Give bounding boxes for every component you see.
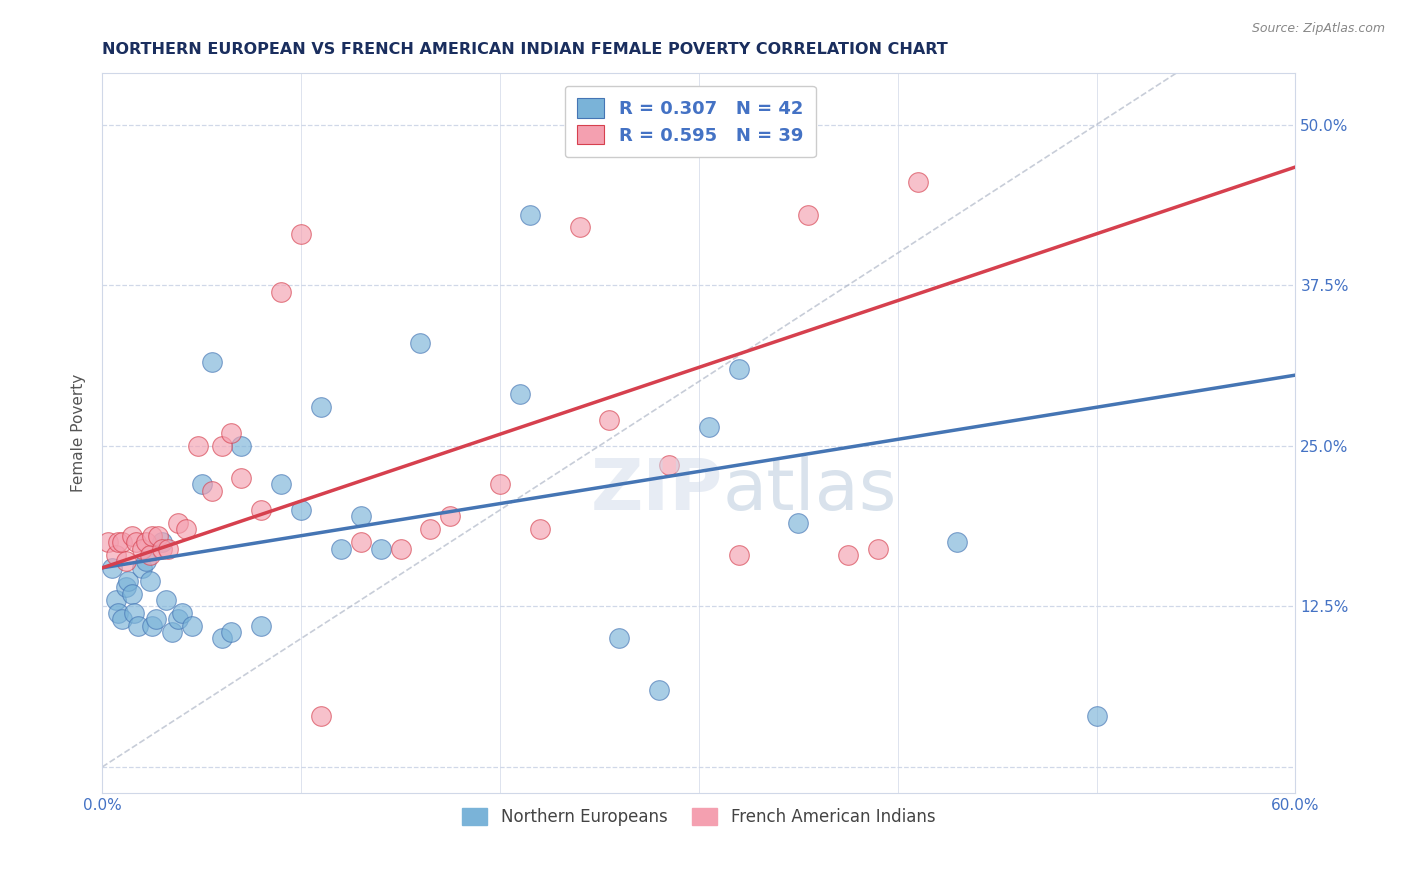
Point xyxy=(115,554,138,568)
Text: atlas: atlas xyxy=(723,456,897,525)
Point xyxy=(787,516,810,530)
Point xyxy=(409,336,432,351)
Point xyxy=(166,612,188,626)
Point xyxy=(309,401,332,415)
Point xyxy=(329,541,352,556)
Point xyxy=(946,535,969,549)
Point xyxy=(211,632,233,646)
Point xyxy=(115,580,138,594)
Point xyxy=(117,574,139,588)
Point xyxy=(150,541,173,556)
Point xyxy=(155,593,177,607)
Point xyxy=(187,439,209,453)
Point xyxy=(156,541,179,556)
Point xyxy=(697,419,720,434)
Point xyxy=(111,612,134,626)
Point xyxy=(174,522,197,536)
Point xyxy=(166,516,188,530)
Point xyxy=(509,387,531,401)
Point xyxy=(1085,708,1108,723)
Point xyxy=(250,618,273,632)
Point xyxy=(598,413,620,427)
Point xyxy=(141,618,163,632)
Point xyxy=(231,439,253,453)
Point xyxy=(419,522,441,536)
Point xyxy=(121,529,143,543)
Point xyxy=(127,618,149,632)
Text: Source: ZipAtlas.com: Source: ZipAtlas.com xyxy=(1251,22,1385,36)
Point xyxy=(145,612,167,626)
Point xyxy=(350,535,373,549)
Text: NORTHERN EUROPEAN VS FRENCH AMERICAN INDIAN FEMALE POVERTY CORRELATION CHART: NORTHERN EUROPEAN VS FRENCH AMERICAN IND… xyxy=(103,42,948,57)
Point xyxy=(568,220,591,235)
Point xyxy=(141,529,163,543)
Point xyxy=(107,606,129,620)
Point xyxy=(350,509,373,524)
Point xyxy=(519,207,541,221)
Point xyxy=(150,535,173,549)
Point xyxy=(529,522,551,536)
Point xyxy=(107,535,129,549)
Point xyxy=(370,541,392,556)
Point xyxy=(290,503,312,517)
Point xyxy=(221,625,243,640)
Point xyxy=(125,535,148,549)
Point xyxy=(97,535,120,549)
Point xyxy=(160,625,183,640)
Point xyxy=(211,439,233,453)
Point xyxy=(290,227,312,241)
Point xyxy=(105,593,128,607)
Point xyxy=(139,548,162,562)
Point xyxy=(139,574,162,588)
Point xyxy=(190,477,212,491)
Point xyxy=(727,548,749,562)
Point xyxy=(658,458,681,472)
Point xyxy=(309,708,332,723)
Point xyxy=(907,175,929,189)
Point xyxy=(648,682,671,697)
Legend: Northern Europeans, French American Indians: Northern Europeans, French American Indi… xyxy=(454,800,943,835)
Point xyxy=(866,541,889,556)
Point xyxy=(135,554,157,568)
Point xyxy=(250,503,273,517)
Point xyxy=(121,586,143,600)
Point xyxy=(101,561,124,575)
Point xyxy=(270,477,292,491)
Point xyxy=(270,285,292,299)
Point xyxy=(489,477,512,491)
Point xyxy=(439,509,461,524)
Point xyxy=(131,561,153,575)
Point xyxy=(170,606,193,620)
Y-axis label: Female Poverty: Female Poverty xyxy=(72,374,86,492)
Point xyxy=(122,606,145,620)
Point xyxy=(180,618,202,632)
Point xyxy=(389,541,412,556)
Point xyxy=(200,483,222,498)
Point xyxy=(135,535,157,549)
Point xyxy=(200,355,222,369)
Point xyxy=(607,632,630,646)
Point xyxy=(146,529,169,543)
Point xyxy=(837,548,859,562)
Point xyxy=(111,535,134,549)
Point xyxy=(131,541,153,556)
Point xyxy=(727,361,749,376)
Point xyxy=(221,425,243,440)
Point xyxy=(797,207,820,221)
Point xyxy=(105,548,128,562)
Text: ZIP: ZIP xyxy=(591,456,723,525)
Point xyxy=(231,471,253,485)
